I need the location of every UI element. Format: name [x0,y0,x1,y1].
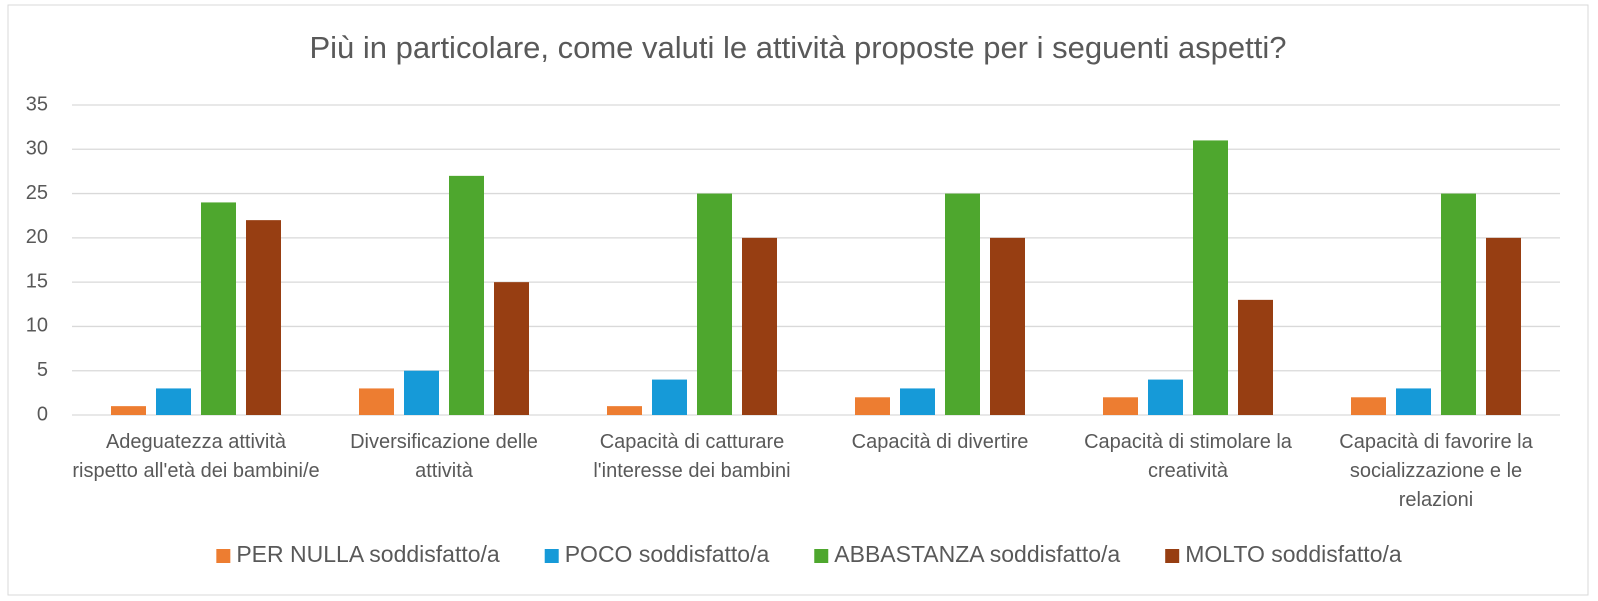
legend-label: MOLTO soddisfatto/a [1185,541,1402,567]
bar [1103,397,1138,415]
legend-swatch [544,549,559,563]
legend-item: POCO soddisfatto/a [544,541,770,567]
y-tick-label: 20 [26,226,48,248]
bar [652,379,687,415]
legend-item: PER NULLA soddisfatto/a [216,541,500,567]
bar [1351,397,1386,415]
y-tick-label: 30 [26,138,48,160]
x-tick-label: Adeguatezza attività rispetto all'età de… [72,431,320,482]
bar [697,193,732,415]
legend-swatch [1165,549,1180,563]
bar [990,237,1025,415]
bar [1193,140,1228,415]
bar [1441,193,1476,415]
bar [494,282,529,415]
y-tick-label: 15 [26,270,48,292]
bar [1238,299,1273,415]
bar [1486,237,1521,415]
bar [404,370,439,415]
bar [945,193,980,415]
y-tick-label: 5 [37,359,48,381]
legend-swatch [814,549,829,563]
bar [201,202,236,415]
bar [900,388,935,415]
x-tick-label-box: Capacità di stimolare la creatività [1084,431,1292,482]
legend-swatch [216,549,231,563]
bar [359,388,394,415]
x-tick-label-box: Adeguatezza attività rispetto all'età de… [72,431,320,482]
chart-title: Più in particolare, come valuti le attiv… [309,30,1286,65]
x-tick-label: Diversificazione delle attività [350,431,538,482]
x-tick-label-box: Capacità di catturare l'interesse dei ba… [593,431,791,482]
y-tick-label: 25 [26,182,48,204]
legend-label: PER NULLA soddisfatto/a [236,541,500,567]
bar [156,388,191,415]
legend-label: POCO soddisfatto/a [565,541,770,567]
bar [607,406,642,415]
bar [246,220,281,415]
y-tick-label: 10 [26,315,48,337]
x-tick-label-box: Capacità di favorire la socializzazione … [1339,431,1533,511]
x-tick-label: Capacità di catturare l'interesse dei ba… [593,431,791,482]
y-tick-label: 0 [37,403,48,425]
x-tick-label-box: Capacità di divertire [851,431,1029,453]
bar [855,397,890,415]
x-tick-label: Capacità di stimolare la creatività [1084,431,1292,482]
y-tick-label: 35 [26,93,48,115]
x-tick-label: Capacità di divertire [851,431,1029,453]
bar [1396,388,1431,415]
bar [1148,379,1183,415]
legend-item: MOLTO soddisfatto/a [1165,541,1402,567]
bar [449,175,484,415]
bar [742,237,777,415]
x-tick-label: Capacità di favorire la socializzazione … [1339,431,1533,511]
legend-label: ABBASTANZA soddisfatto/a [834,541,1120,567]
bar [111,406,146,415]
x-tick-label-box: Diversificazione delle attività [350,431,538,482]
legend-item: ABBASTANZA soddisfatto/a [814,541,1120,567]
